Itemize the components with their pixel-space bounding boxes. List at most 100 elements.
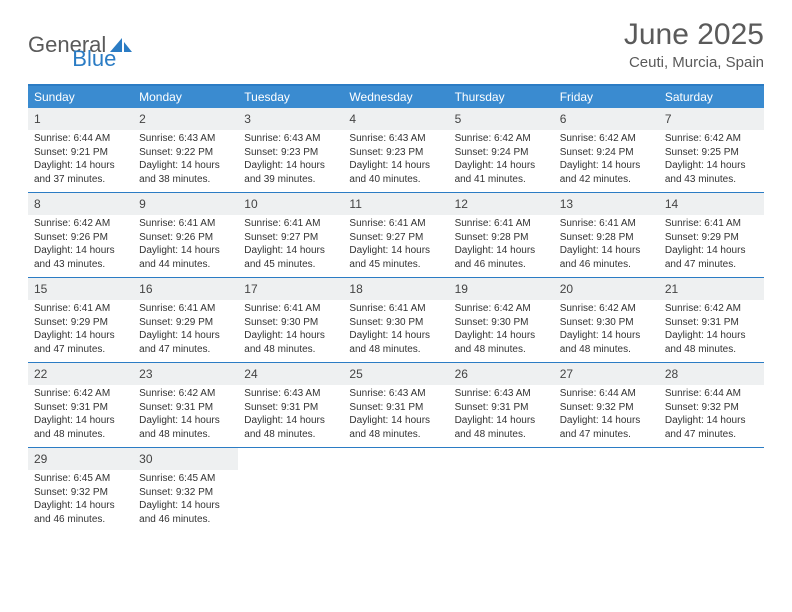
day-number: 8 xyxy=(34,197,41,211)
day-number-row: 23 xyxy=(133,363,238,385)
day-number-row: 20 xyxy=(554,278,659,300)
sunset-text: Sunset: 9:32 PM xyxy=(665,401,758,415)
day-number: 24 xyxy=(244,367,257,381)
day-cell: 16Sunrise: 6:41 AMSunset: 9:29 PMDayligh… xyxy=(133,278,238,362)
day-cell: 21Sunrise: 6:42 AMSunset: 9:31 PMDayligh… xyxy=(659,278,764,362)
day-header-cell: Tuesday xyxy=(238,86,343,108)
day-number-row: 28 xyxy=(659,363,764,385)
sunset-text: Sunset: 9:30 PM xyxy=(244,316,337,330)
sunset-text: Sunset: 9:32 PM xyxy=(139,486,232,500)
empty-cell xyxy=(343,448,448,532)
day-number-row: 29 xyxy=(28,448,133,470)
week-row: 29Sunrise: 6:45 AMSunset: 9:32 PMDayligh… xyxy=(28,448,764,532)
sunset-text: Sunset: 9:23 PM xyxy=(349,146,442,160)
sunrise-text: Sunrise: 6:44 AM xyxy=(665,387,758,401)
sunrise-text: Sunrise: 6:41 AM xyxy=(665,217,758,231)
sunrise-text: Sunrise: 6:42 AM xyxy=(560,132,653,146)
daylight-text: Daylight: 14 hours and 46 minutes. xyxy=(139,499,232,526)
day-number-row: 3 xyxy=(238,108,343,130)
day-cell: 1Sunrise: 6:44 AMSunset: 9:21 PMDaylight… xyxy=(28,108,133,192)
day-number-row: 27 xyxy=(554,363,659,385)
day-number-row: 16 xyxy=(133,278,238,300)
day-number-row: 6 xyxy=(554,108,659,130)
day-number-row: 22 xyxy=(28,363,133,385)
sunrise-text: Sunrise: 6:45 AM xyxy=(139,472,232,486)
day-number: 5 xyxy=(455,112,462,126)
day-number-row: 1 xyxy=(28,108,133,130)
sunrise-text: Sunrise: 6:43 AM xyxy=(455,387,548,401)
day-header-cell: Sunday xyxy=(28,86,133,108)
sunset-text: Sunset: 9:24 PM xyxy=(560,146,653,160)
day-header-cell: Friday xyxy=(554,86,659,108)
day-cell: 6Sunrise: 6:42 AMSunset: 9:24 PMDaylight… xyxy=(554,108,659,192)
day-header-cell: Thursday xyxy=(449,86,554,108)
sunset-text: Sunset: 9:24 PM xyxy=(455,146,548,160)
sunrise-text: Sunrise: 6:42 AM xyxy=(34,387,127,401)
sunset-text: Sunset: 9:29 PM xyxy=(34,316,127,330)
day-number-row: 2 xyxy=(133,108,238,130)
day-number: 20 xyxy=(560,282,573,296)
sunset-text: Sunset: 9:31 PM xyxy=(349,401,442,415)
day-number: 30 xyxy=(139,452,152,466)
sunrise-text: Sunrise: 6:44 AM xyxy=(560,387,653,401)
day-number: 13 xyxy=(560,197,573,211)
day-number-row: 21 xyxy=(659,278,764,300)
day-number: 1 xyxy=(34,112,41,126)
sunrise-text: Sunrise: 6:41 AM xyxy=(34,302,127,316)
day-cell: 23Sunrise: 6:42 AMSunset: 9:31 PMDayligh… xyxy=(133,363,238,447)
sunset-text: Sunset: 9:31 PM xyxy=(455,401,548,415)
sunrise-text: Sunrise: 6:41 AM xyxy=(349,217,442,231)
day-number: 12 xyxy=(455,197,468,211)
sunset-text: Sunset: 9:31 PM xyxy=(139,401,232,415)
empty-cell xyxy=(449,448,554,532)
day-number-row: 7 xyxy=(659,108,764,130)
daylight-text: Daylight: 14 hours and 37 minutes. xyxy=(34,159,127,186)
daylight-text: Daylight: 14 hours and 44 minutes. xyxy=(139,244,232,271)
daylight-text: Daylight: 14 hours and 39 minutes. xyxy=(244,159,337,186)
daylight-text: Daylight: 14 hours and 41 minutes. xyxy=(455,159,548,186)
daylight-text: Daylight: 14 hours and 43 minutes. xyxy=(34,244,127,271)
day-number: 29 xyxy=(34,452,47,466)
day-number: 14 xyxy=(665,197,678,211)
empty-cell xyxy=(554,448,659,532)
day-cell: 15Sunrise: 6:41 AMSunset: 9:29 PMDayligh… xyxy=(28,278,133,362)
day-cell: 12Sunrise: 6:41 AMSunset: 9:28 PMDayligh… xyxy=(449,193,554,277)
sunrise-text: Sunrise: 6:41 AM xyxy=(560,217,653,231)
day-cell: 18Sunrise: 6:41 AMSunset: 9:30 PMDayligh… xyxy=(343,278,448,362)
day-cell: 28Sunrise: 6:44 AMSunset: 9:32 PMDayligh… xyxy=(659,363,764,447)
sunset-text: Sunset: 9:21 PM xyxy=(34,146,127,160)
page-header: General Blue June 2025 Ceuti, Murcia, Sp… xyxy=(0,0,792,80)
day-number-row: 19 xyxy=(449,278,554,300)
day-cell: 5Sunrise: 6:42 AMSunset: 9:24 PMDaylight… xyxy=(449,108,554,192)
sunset-text: Sunset: 9:31 PM xyxy=(665,316,758,330)
daylight-text: Daylight: 14 hours and 48 minutes. xyxy=(349,329,442,356)
daylight-text: Daylight: 14 hours and 40 minutes. xyxy=(349,159,442,186)
sunset-text: Sunset: 9:26 PM xyxy=(139,231,232,245)
day-cell: 2Sunrise: 6:43 AMSunset: 9:22 PMDaylight… xyxy=(133,108,238,192)
sunrise-text: Sunrise: 6:41 AM xyxy=(455,217,548,231)
logo: General Blue xyxy=(28,18,116,72)
daylight-text: Daylight: 14 hours and 45 minutes. xyxy=(349,244,442,271)
daylight-text: Daylight: 14 hours and 46 minutes. xyxy=(560,244,653,271)
day-cell: 7Sunrise: 6:42 AMSunset: 9:25 PMDaylight… xyxy=(659,108,764,192)
day-cell: 24Sunrise: 6:43 AMSunset: 9:31 PMDayligh… xyxy=(238,363,343,447)
day-number-row: 4 xyxy=(343,108,448,130)
day-number-row: 14 xyxy=(659,193,764,215)
sunset-text: Sunset: 9:31 PM xyxy=(34,401,127,415)
sunrise-text: Sunrise: 6:42 AM xyxy=(455,302,548,316)
sunset-text: Sunset: 9:30 PM xyxy=(560,316,653,330)
sunset-text: Sunset: 9:29 PM xyxy=(665,231,758,245)
day-number: 27 xyxy=(560,367,573,381)
daylight-text: Daylight: 14 hours and 48 minutes. xyxy=(34,414,127,441)
day-number: 6 xyxy=(560,112,567,126)
day-number-row: 11 xyxy=(343,193,448,215)
title-block: June 2025 Ceuti, Murcia, Spain xyxy=(624,18,764,71)
daylight-text: Daylight: 14 hours and 48 minutes. xyxy=(455,414,548,441)
sunrise-text: Sunrise: 6:41 AM xyxy=(139,302,232,316)
sunset-text: Sunset: 9:32 PM xyxy=(34,486,127,500)
day-number: 7 xyxy=(665,112,672,126)
week-row: 22Sunrise: 6:42 AMSunset: 9:31 PMDayligh… xyxy=(28,363,764,448)
sunset-text: Sunset: 9:25 PM xyxy=(665,146,758,160)
day-number: 4 xyxy=(349,112,356,126)
logo-text-blue: Blue xyxy=(72,46,116,72)
